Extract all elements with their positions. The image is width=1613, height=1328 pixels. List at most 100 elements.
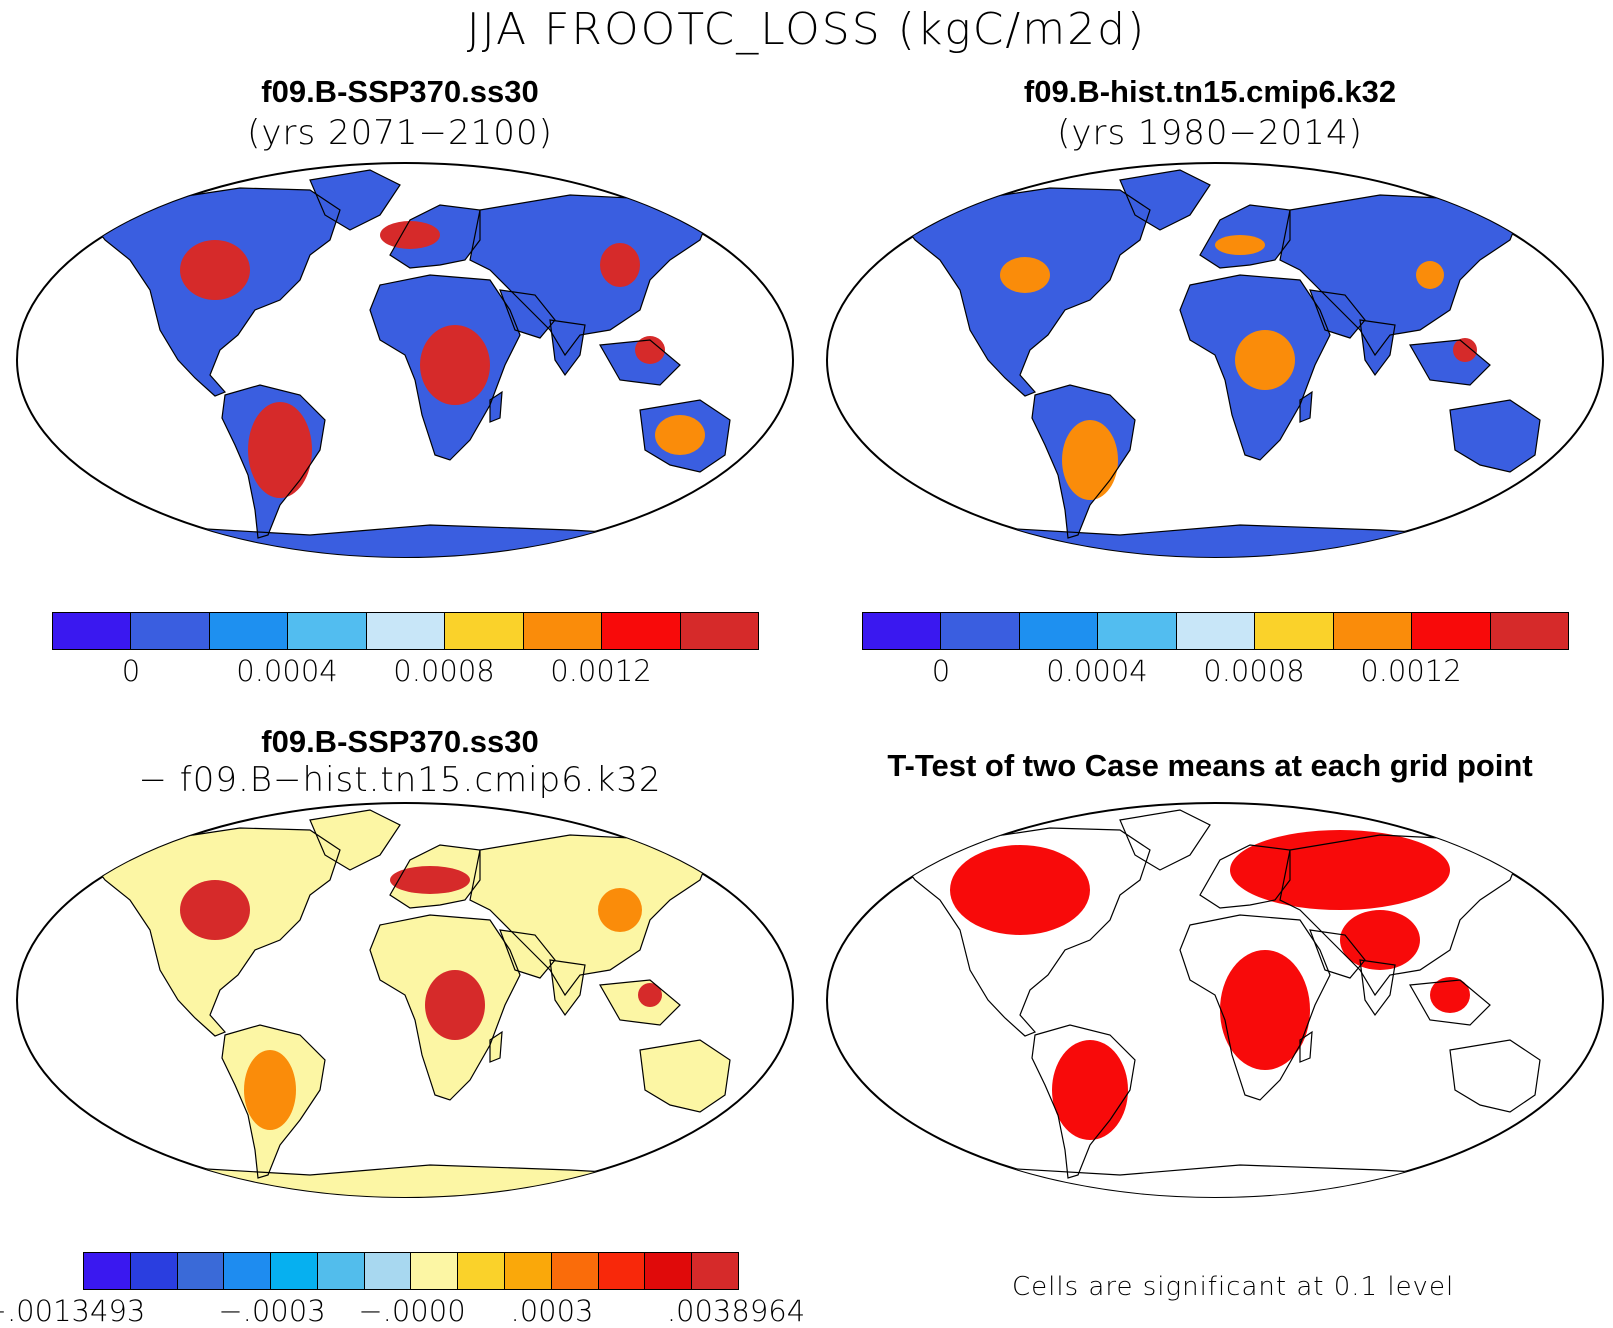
hotspot-region: [425, 970, 485, 1040]
colorbar-tick-label: −.0013493: [0, 1294, 146, 1328]
coastline-india: [549, 319, 586, 377]
significance-note: Cells are significant at 0.1 level: [1012, 1272, 1455, 1302]
panel-title-top-left: f09.B-SSP370.ss30: [261, 74, 539, 109]
panel-title-bottom-left: f09.B-SSP370.ss30: [261, 724, 539, 759]
panel-title-top-right: f09.B-hist.tn15.cmip6.k32: [1023, 74, 1397, 109]
hotspot-region: [1430, 977, 1470, 1013]
land-australia: [640, 1040, 730, 1112]
panel-title-bottom-right: T-Test of two Case means at each grid po…: [887, 748, 1533, 783]
colorbar-swatch: [84, 1253, 131, 1289]
colorbar-swatch: [1333, 613, 1413, 649]
hotspot-region: [244, 1050, 296, 1130]
colorbar-swatch: [692, 1253, 738, 1289]
hotspot-region: [380, 221, 440, 249]
colorbar-swatch: [177, 1253, 225, 1289]
coastline-seasia: [599, 339, 681, 386]
land-antarctica: [860, 1165, 1580, 1197]
colorbar-swatch: [288, 613, 367, 649]
coastline-madagascar: [1299, 1030, 1313, 1063]
panel-subtitle-top-right: (yrs 1980−2014): [1057, 113, 1363, 153]
hotspot-region: [638, 983, 662, 1007]
coastline-australia: [639, 399, 731, 473]
colorbar-tick-label: 0.0012: [550, 654, 652, 688]
land-australia: [1450, 400, 1540, 472]
panel-subtitle-top-left: (yrs 2071−2100): [247, 113, 553, 153]
coastline-southAmerica: [1031, 1024, 1136, 1179]
colorbar-tick-label: 0.0008: [393, 654, 495, 688]
land-india: [550, 960, 585, 1015]
hotspot-region: [390, 866, 470, 894]
coastline-seasia: [1409, 339, 1491, 386]
colorbar-swatch: [411, 1253, 459, 1289]
coastline-australia: [1449, 399, 1541, 473]
map-top-left: [16, 162, 794, 558]
colorbar-swatch: [551, 1253, 599, 1289]
colorbar-swatch: [317, 1253, 365, 1289]
coastline-europe: [389, 844, 481, 909]
colorbar-swatch: [523, 613, 603, 649]
coastline-australia: [1449, 1039, 1541, 1113]
coastline-india: [1359, 959, 1396, 1017]
hotspot-region: [1416, 261, 1444, 289]
coastline-southAmerica: [221, 384, 326, 539]
colorbar-swatch: [1019, 613, 1099, 649]
hotspot-region: [655, 415, 705, 455]
hotspot-region: [1215, 235, 1265, 255]
colorbar-swatch: [1098, 613, 1177, 649]
land-india: [1360, 320, 1395, 375]
coastline-arabia: [499, 289, 556, 339]
colorbar-swatch: [130, 1253, 178, 1289]
coastline-europe: [389, 204, 481, 269]
coastline-greenland: [1119, 169, 1211, 231]
coastline-seasia: [1409, 979, 1491, 1026]
hotspot-region: [950, 845, 1090, 935]
land-greenland: [310, 170, 400, 230]
colorbar-top-left: [52, 612, 759, 650]
colorbar-tick-label: 0.0004: [1046, 654, 1148, 688]
colorbar-swatch: [645, 1253, 693, 1289]
colorbar-swatch: [505, 1253, 552, 1289]
coastline-europe: [1199, 204, 1291, 269]
hotspot-region: [1000, 257, 1050, 293]
colorbar-swatch: [131, 613, 210, 649]
colorbar-tick-label: 0.0008: [1203, 654, 1305, 688]
colorbar-tick-label: −.0003: [218, 1294, 326, 1328]
hotspot-region: [1453, 338, 1477, 362]
coastline-india: [549, 959, 586, 1017]
hotspot-region: [180, 880, 250, 940]
colorbar-tick-label: 0.0012: [1360, 654, 1462, 688]
colorbar-swatch: [1176, 613, 1256, 649]
coastline-australia: [639, 1039, 731, 1113]
main-title: JJA FROOTC_LOSS (kgC/m2d): [466, 4, 1147, 55]
coastline-arabia: [499, 929, 556, 979]
land-india: [550, 320, 585, 375]
land-antarctica: [50, 525, 770, 557]
colorbar-tick-label: 0: [121, 654, 141, 688]
panel-subtitle-bottom-left: − f09.B−hist.tn15.cmip6.k32: [138, 760, 662, 800]
hotspot-region: [1052, 1040, 1128, 1140]
coastline-arabia: [1309, 289, 1366, 339]
colorbar-swatch: [445, 613, 524, 649]
land-asia: [470, 835, 710, 995]
land-madagascar: [490, 1032, 502, 1062]
map-bottom-right: [826, 802, 1604, 1198]
coastline-africa: [1179, 274, 1331, 461]
coastline-africa: [369, 914, 521, 1101]
colorbar-tick-label: −.0000: [358, 1294, 466, 1328]
hotspot-region: [1235, 330, 1295, 390]
coastline-africa: [369, 274, 521, 461]
colorbar-swatch: [209, 613, 289, 649]
land-australia: [1450, 1040, 1540, 1112]
coastline-madagascar: [1299, 390, 1313, 423]
coastline-southAmerica: [1031, 384, 1136, 539]
colorbar-swatch: [271, 1253, 318, 1289]
coastline-madagascar: [489, 390, 503, 423]
land-asia: [1280, 195, 1520, 355]
coastline-northAmerica: [89, 827, 341, 1037]
coastline-greenland: [309, 169, 401, 231]
land-india: [1360, 960, 1395, 1015]
colorbar-swatch: [680, 613, 758, 649]
hotspot-region: [598, 888, 642, 932]
hotspot-region: [600, 243, 640, 287]
hotspot-region: [248, 402, 312, 498]
